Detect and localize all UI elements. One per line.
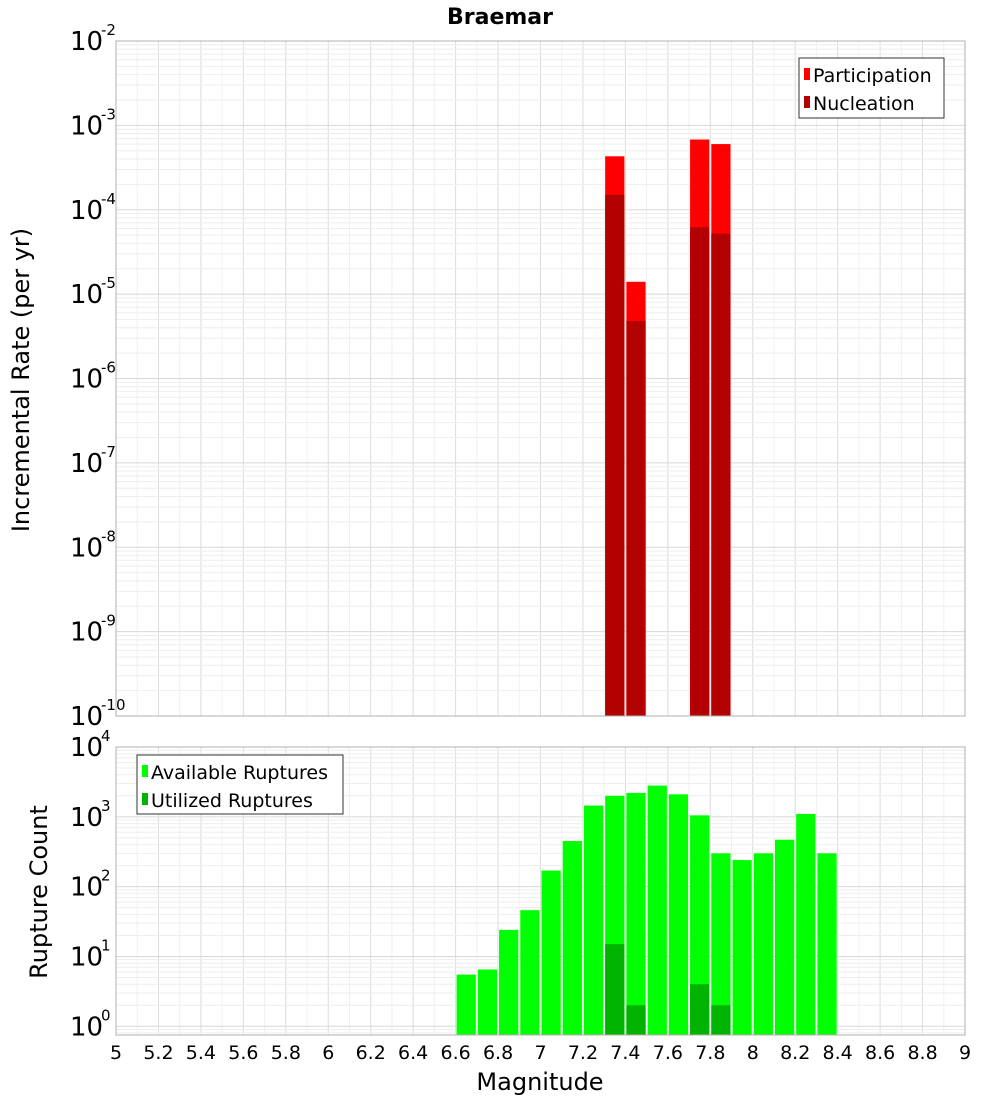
legend-label: Participation (813, 65, 932, 87)
y-tick-exponent: -4 (101, 190, 116, 208)
y-tick-label: 10 (70, 280, 103, 310)
y-tick-exponent: 1 (101, 936, 111, 954)
legend-box (136, 754, 344, 815)
y-tick-exponent: -7 (101, 443, 116, 461)
x-tick-label: 5.4 (186, 1042, 216, 1064)
x-tick-label: 6 (322, 1042, 334, 1064)
bar-available-ruptures (520, 910, 540, 1035)
y-tick-label: 10 (70, 111, 103, 141)
bar-available-ruptures (774, 839, 795, 1035)
y-tick-label: 10 (70, 803, 103, 833)
bar-nucleation (626, 321, 646, 716)
bar-available-ruptures (732, 860, 752, 1035)
legend-swatch (142, 765, 148, 777)
y-tick-exponent: -2 (101, 21, 116, 39)
legend-swatch (804, 68, 810, 80)
bar-utilized-ruptures (690, 984, 710, 1035)
bar-available-ruptures (562, 841, 582, 1035)
x-tick-label: 6.8 (483, 1042, 513, 1064)
y-tick-exponent: -6 (101, 359, 116, 377)
bar-available-ruptures (817, 853, 837, 1035)
bar-available-ruptures (626, 792, 646, 1035)
bar-available-ruptures (583, 805, 604, 1035)
bar-available-ruptures (477, 969, 498, 1035)
x-tick-label: 8 (747, 1042, 759, 1064)
x-tick-label: 7.8 (695, 1042, 725, 1064)
x-tick-label: 5 (110, 1042, 122, 1064)
y-tick-label: 10 (70, 733, 103, 763)
bottom-y-axis-label: Rupture Count (25, 805, 53, 979)
bar-utilized-ruptures (711, 1005, 731, 1035)
legend: Available Ruptures Utilized Ruptures (136, 754, 344, 815)
plot-frame (115, 40, 966, 717)
y-tick-exponent: -5 (101, 274, 116, 292)
bar-utilized-ruptures (605, 944, 625, 1035)
legend-label: Utilized Ruptures (151, 790, 313, 812)
y-tick-label: 10 (70, 533, 103, 563)
x-tick-label: 8.4 (823, 1042, 853, 1064)
x-tick-label: 7.4 (610, 1042, 640, 1064)
y-tick-label: 10 (70, 196, 103, 226)
y-tick-label: 10 (70, 702, 103, 732)
x-tick-label: 7.2 (568, 1042, 598, 1064)
x-tick-label: 8.8 (907, 1042, 937, 1064)
x-tick-label: 7 (534, 1042, 546, 1064)
y-tick-label: 10 (70, 618, 103, 648)
x-tick-label: 8.2 (780, 1042, 810, 1064)
bar-nucleation (605, 194, 625, 716)
x-axis-label: Magnitude (476, 1068, 603, 1096)
y-tick-exponent: 2 (101, 867, 111, 885)
legend-box (798, 57, 945, 119)
y-tick-exponent: 4 (101, 727, 111, 745)
x-tick-label: 5.2 (143, 1042, 173, 1064)
bar-available-ruptures (753, 853, 773, 1035)
bar-nucleation (690, 227, 710, 716)
plot-frame (115, 746, 966, 1036)
x-tick-label: 6.2 (356, 1042, 386, 1064)
x-tick-label: 9 (959, 1042, 971, 1064)
bar-available-ruptures (499, 929, 519, 1035)
top-y-axis-label: Incremental Rate (per yr) (7, 228, 35, 532)
y-tick-exponent: 0 (101, 1006, 111, 1024)
y-tick-label: 10 (70, 942, 103, 972)
y-tick-label: 10 (70, 27, 103, 57)
y-tick-label: 10 (70, 873, 103, 903)
y-tick-exponent: 3 (101, 797, 111, 815)
bar-available-ruptures (796, 813, 816, 1035)
y-tick-exponent: -3 (101, 105, 116, 123)
rate-plot: 10-210-310-410-510-610-710-810-910-10Par… (70, 21, 966, 732)
legend-swatch (142, 793, 148, 805)
y-tick-exponent: -8 (101, 527, 116, 545)
bar-available-ruptures (711, 853, 731, 1035)
bar-available-ruptures (647, 785, 667, 1035)
legend-swatch (804, 96, 810, 108)
y-tick-exponent: -9 (101, 612, 116, 630)
bar-utilized-ruptures (626, 1005, 646, 1035)
x-tick-label: 5.6 (228, 1042, 258, 1064)
chart-title: Braemar (447, 5, 553, 30)
x-tick-label: 8.6 (865, 1042, 895, 1064)
x-tick-label: 6.6 (440, 1042, 470, 1064)
legend: Participation Nucleation (798, 57, 945, 119)
bar-available-ruptures (690, 815, 710, 1035)
legend-label: Available Ruptures (151, 762, 328, 784)
y-tick-label: 10 (70, 1012, 103, 1042)
y-tick-label: 10 (70, 449, 103, 479)
y-tick-label: 10 (70, 365, 103, 395)
x-tick-label: 6.4 (398, 1042, 428, 1064)
bar-available-ruptures (668, 794, 689, 1035)
x-tick-label: 5.8 (271, 1042, 301, 1064)
bar-available-ruptures (456, 974, 476, 1035)
bar-nucleation (711, 233, 731, 716)
x-tick-label: 7.6 (653, 1042, 683, 1064)
bar-available-ruptures (541, 870, 561, 1035)
legend-label: Nucleation (813, 93, 915, 115)
y-tick-exponent: -10 (101, 696, 126, 714)
